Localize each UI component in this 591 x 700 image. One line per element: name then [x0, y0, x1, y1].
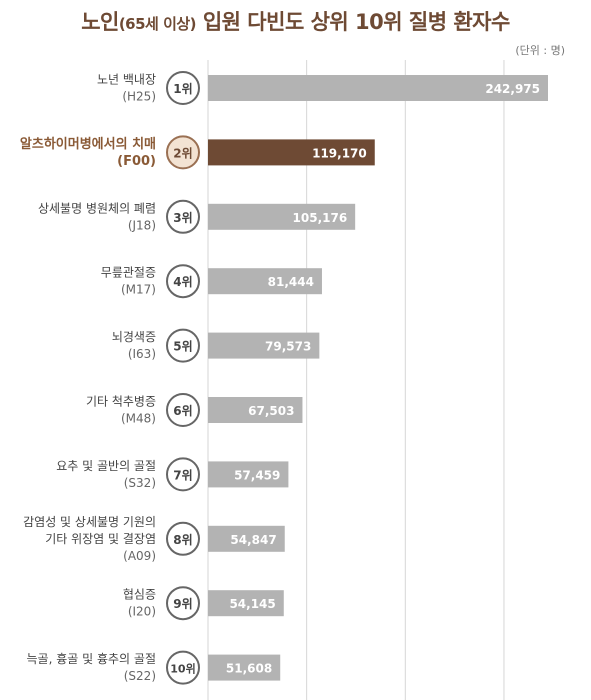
category-code: (S22): [124, 669, 156, 683]
category-label: 뇌경색증: [112, 330, 156, 344]
title-part-1: 노인: [81, 10, 119, 34]
category-label: 기타 위장염 및 결장염: [45, 532, 156, 546]
category-label: 노년 백내장: [97, 73, 156, 87]
bar: [208, 590, 284, 617]
value-label: 54,847: [230, 533, 276, 547]
rank-badge: [166, 328, 200, 363]
rank-badge: [166, 650, 200, 685]
category-label: 늑골, 흉골 및 흉추의 골절: [27, 652, 156, 666]
title-part-2: 입원 다빈도 상위 10위 질병 환자수: [196, 10, 510, 34]
rank-label: 3위: [173, 211, 192, 225]
category-label: 알츠하이머병에서의 치매: [20, 136, 156, 152]
rank-label: 9위: [173, 597, 192, 611]
rank-label: 1위: [173, 82, 192, 96]
category-code: (F00): [117, 154, 156, 169]
category-code: (J18): [128, 218, 156, 232]
category-label: 협심증: [123, 588, 156, 602]
chart-title: 노인(65세 이상) 입원 다빈도 상위 10위 질병 환자수: [0, 6, 591, 36]
bar: [208, 654, 281, 681]
bar: [208, 75, 548, 101]
unit-label: (단위 : 명): [515, 44, 565, 57]
rank-label: 10위: [170, 663, 195, 676]
value-label: 57,459: [234, 468, 280, 482]
value-label: 119,170: [312, 146, 367, 160]
category-code: (I20): [128, 605, 156, 619]
category-code: (A09): [123, 549, 156, 563]
value-label: 79,573: [265, 340, 311, 354]
category-label: 기타 척추병증: [86, 395, 156, 409]
category-code: (S32): [124, 476, 156, 490]
bar: [208, 139, 375, 166]
rank-badge: [166, 135, 200, 170]
value-label: 67,503: [248, 404, 294, 418]
value-label: 81,444: [268, 275, 314, 289]
rank-label: 7위: [173, 468, 192, 482]
rank-badge: [166, 393, 200, 427]
category-label: 무릎관절증: [101, 266, 156, 280]
rank-badge: [166, 586, 200, 621]
rank-badge: [166, 71, 200, 105]
category-code: (I63): [128, 347, 156, 361]
rank-badge: [166, 521, 200, 556]
bar: [208, 461, 289, 488]
bar: [208, 332, 320, 359]
category-code: (M48): [121, 412, 156, 426]
rank-badge: [166, 264, 200, 299]
rank-label: 4위: [173, 275, 192, 289]
rank-badge: [166, 199, 200, 234]
rank-label: 2위: [173, 146, 192, 160]
category-label: 요추 및 골반의 골절: [56, 459, 156, 473]
title-paren: (65세 이상): [118, 15, 197, 33]
rank-label: 8위: [173, 533, 192, 547]
category-code: (H25): [122, 90, 156, 104]
category-label: 감염성 및 상세불명 기원의: [23, 515, 156, 529]
category-label: 상세불명 병원체의 폐렴: [38, 201, 156, 215]
rank-label: 5위: [173, 340, 192, 354]
value-label: 242,975: [485, 82, 540, 96]
rank-label: 6위: [173, 404, 192, 418]
bar: [208, 268, 322, 295]
value-label: 105,176: [293, 211, 348, 225]
bar: [208, 525, 285, 552]
bar: [208, 397, 303, 423]
rank-badge: [166, 457, 200, 492]
category-code: (M17): [121, 283, 156, 297]
value-label: 51,608: [226, 662, 272, 676]
bar: [208, 203, 356, 230]
value-label: 54,145: [229, 597, 275, 611]
